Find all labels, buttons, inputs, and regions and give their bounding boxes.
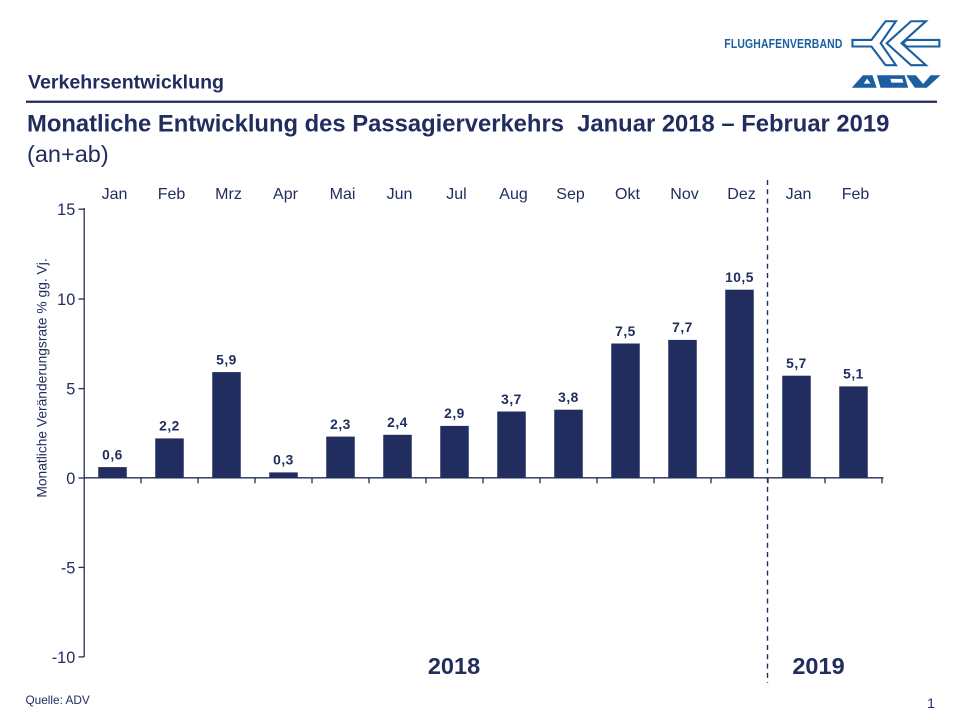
svg-text:Jan: Jan xyxy=(102,186,128,203)
svg-text:Mai: Mai xyxy=(330,186,356,203)
svg-text:Feb: Feb xyxy=(158,186,186,203)
svg-text:Apr: Apr xyxy=(273,186,299,203)
svg-text:Jan: Jan xyxy=(786,186,812,203)
svg-text:1: 1 xyxy=(927,695,935,711)
svg-text:Feb: Feb xyxy=(842,186,870,203)
svg-text:3,8: 3,8 xyxy=(558,390,579,405)
svg-text:-5: -5 xyxy=(61,559,75,577)
svg-text:FLUGHAFENVERBAND: FLUGHAFENVERBAND xyxy=(724,36,842,52)
svg-text:Monatliche Veränderungsrate %: Monatliche Veränderungsrate % gg. Vj. xyxy=(35,258,50,497)
svg-text:2019: 2019 xyxy=(792,653,844,679)
svg-text:Jun: Jun xyxy=(387,186,413,203)
svg-text:5: 5 xyxy=(66,381,75,399)
svg-text:10,5: 10,5 xyxy=(725,270,754,285)
svg-text:15: 15 xyxy=(57,201,75,219)
svg-text:7,7: 7,7 xyxy=(672,320,693,335)
svg-text:-10: -10 xyxy=(52,649,76,667)
svg-text:2018: 2018 xyxy=(428,653,480,679)
svg-text:Monatliche Entwicklung des Pas: Monatliche Entwicklung des Passagierverk… xyxy=(27,111,889,138)
svg-text:10: 10 xyxy=(57,291,75,309)
svg-text:Aug: Aug xyxy=(499,186,527,203)
svg-text:2,2: 2,2 xyxy=(159,419,180,434)
svg-text:2,4: 2,4 xyxy=(387,415,408,430)
svg-text:0: 0 xyxy=(66,470,75,488)
svg-text:5,1: 5,1 xyxy=(843,367,864,382)
svg-text:7,5: 7,5 xyxy=(615,324,636,339)
svg-text:Jul: Jul xyxy=(446,186,466,203)
svg-text:0,3: 0,3 xyxy=(273,453,294,468)
svg-text:5,7: 5,7 xyxy=(786,356,807,371)
svg-text:Dez: Dez xyxy=(727,186,755,203)
svg-text:Nov: Nov xyxy=(670,186,698,203)
svg-text:Quelle: ADV: Quelle: ADV xyxy=(26,693,90,707)
svg-text:0,6: 0,6 xyxy=(102,447,123,462)
svg-text:Sep: Sep xyxy=(556,186,585,203)
svg-text:5,9: 5,9 xyxy=(216,352,237,367)
svg-text:2,9: 2,9 xyxy=(444,406,465,421)
svg-text:Mrz: Mrz xyxy=(215,186,242,203)
svg-text:Okt: Okt xyxy=(615,186,640,203)
svg-text:3,7: 3,7 xyxy=(501,392,522,407)
svg-text:2,3: 2,3 xyxy=(330,417,351,432)
svg-text:(an+ab): (an+ab) xyxy=(27,141,109,167)
svg-text:Verkehrsentwicklung: Verkehrsentwicklung xyxy=(28,72,224,94)
